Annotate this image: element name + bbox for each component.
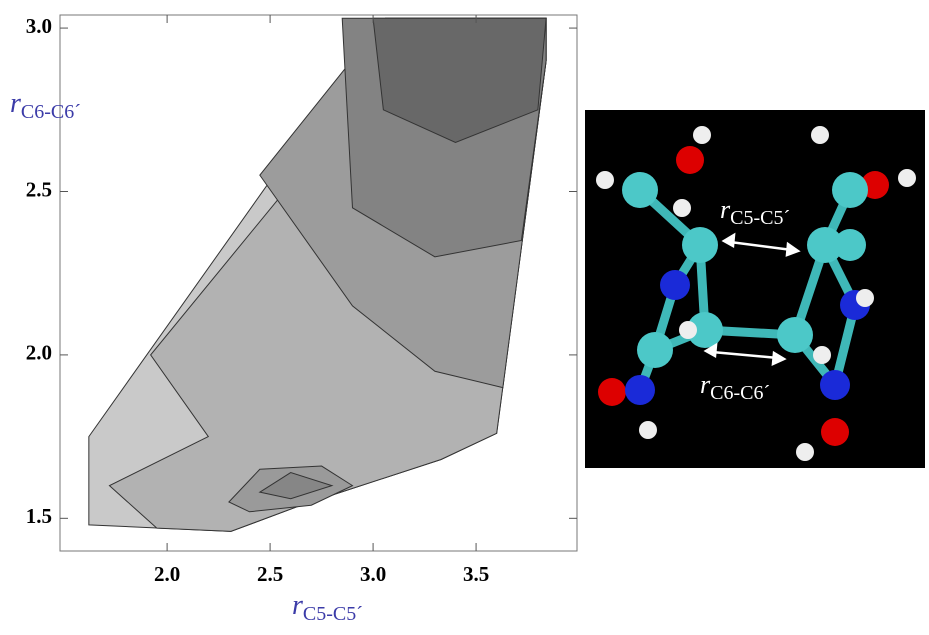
molecule-image: rC5-C5´ rC6-C6´ xyxy=(585,110,925,468)
y-tick-label: 3.0 xyxy=(26,14,52,38)
molecule-label-subscript: C6-C6´ xyxy=(710,382,770,404)
x-label-subscript: C5-C5´ xyxy=(303,603,363,625)
y-label-subscript: C6-C6´ xyxy=(21,101,81,123)
y-tick-label: 1.5 xyxy=(26,504,52,528)
y-tick-label: 2.5 xyxy=(26,177,52,201)
molecule-label-subscript: C5-C5´ xyxy=(730,207,790,229)
plot-area xyxy=(88,17,547,532)
x-tick-label: 3.0 xyxy=(360,562,386,586)
x-tick-label: 2.5 xyxy=(257,562,283,586)
x-tick-label: 2.0 xyxy=(154,562,180,586)
molecule-label: rC6-C6´ xyxy=(700,370,770,404)
molecule-background xyxy=(585,110,925,468)
y-label-symbol: r xyxy=(10,88,21,119)
atoms xyxy=(596,126,916,461)
molecule-label-symbol: r xyxy=(700,370,711,399)
y-tick-label: 2.0 xyxy=(26,341,52,365)
contour-band xyxy=(258,472,334,500)
x-tick-label: 3.5 xyxy=(463,562,489,586)
molecule-label-symbol: r xyxy=(720,195,731,224)
x-axis-label: rC5-C5´ xyxy=(292,590,363,625)
x-label-symbol: r xyxy=(292,590,303,621)
arrows xyxy=(703,232,801,367)
molecule-label: rC5-C5´ xyxy=(720,195,790,229)
y-axis-label: rC6-C6´ xyxy=(10,88,81,123)
contour-band xyxy=(372,17,547,144)
